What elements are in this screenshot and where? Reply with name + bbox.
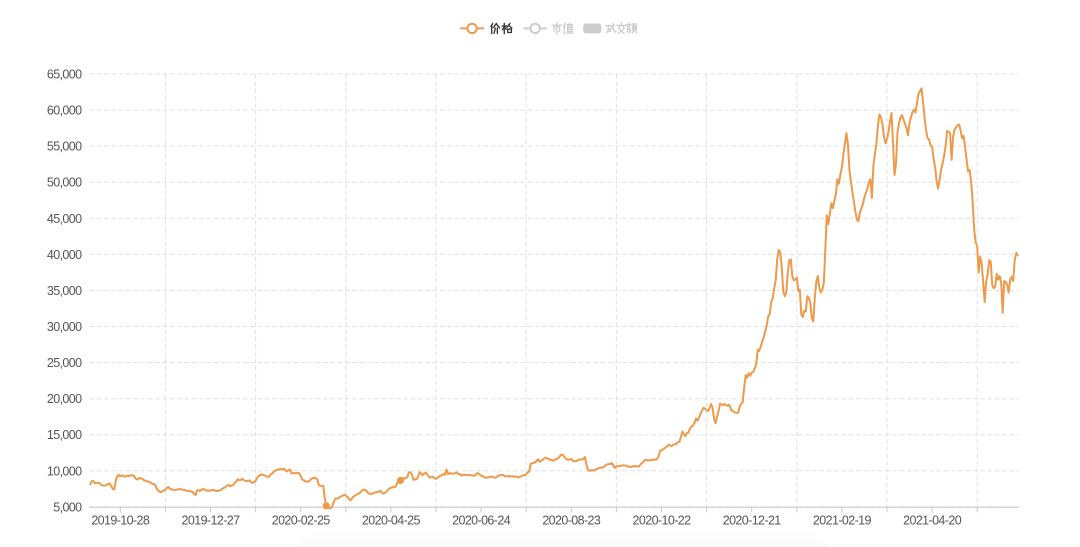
svg-text:50,000: 50,000 (47, 176, 82, 190)
svg-text:15,000: 15,000 (47, 428, 82, 442)
svg-text:55,000: 55,000 (47, 140, 82, 154)
svg-text:2020-10-22: 2020-10-22 (633, 514, 692, 528)
svg-text:65,000: 65,000 (47, 68, 82, 82)
svg-text:5,000: 5,000 (53, 500, 82, 514)
svg-text:2019-12-27: 2019-12-27 (182, 514, 241, 528)
svg-text:25,000: 25,000 (47, 356, 82, 370)
svg-text:2020-12-21: 2020-12-21 (723, 514, 782, 528)
svg-text:2020-02-25: 2020-02-25 (272, 514, 331, 528)
svg-text:60,000: 60,000 (47, 104, 82, 118)
svg-text:45,000: 45,000 (47, 212, 82, 226)
svg-text:2020-06-24: 2020-06-24 (452, 514, 511, 528)
svg-text:2020-08-23: 2020-08-23 (542, 514, 601, 528)
svg-text:2021-04-20: 2021-04-20 (903, 514, 962, 528)
svg-text:2021-02-19: 2021-02-19 (813, 514, 872, 528)
svg-text:40,000: 40,000 (47, 248, 82, 262)
svg-text:20,000: 20,000 (47, 392, 82, 406)
svg-text:35,000: 35,000 (47, 284, 82, 298)
svg-text:2019-10-28: 2019-10-28 (91, 514, 150, 528)
svg-text:30,000: 30,000 (47, 320, 82, 334)
svg-text:10,000: 10,000 (47, 464, 82, 478)
svg-text:2020-04-25: 2020-04-25 (362, 514, 421, 528)
